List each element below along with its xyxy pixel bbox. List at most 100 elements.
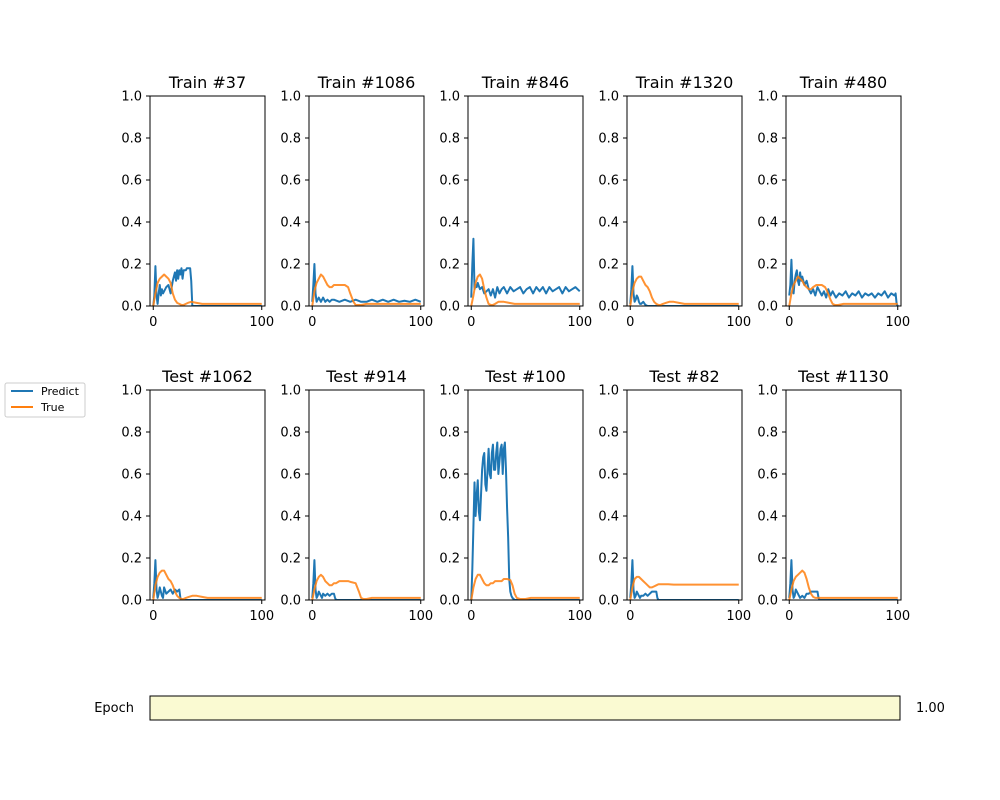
y-tick-label: 0.0 xyxy=(757,300,778,315)
axes-frame xyxy=(149,95,266,307)
series-line-true xyxy=(788,569,898,600)
subplot-4: Train #1320 0.0 0.2 0.4 0.6 0.8 1.0 0 100 xyxy=(598,73,751,330)
y-tick-label: 0.8 xyxy=(121,426,142,441)
series-line-predict xyxy=(470,237,581,299)
y-tick-label: 0.8 xyxy=(757,132,778,147)
subplot-title: Train #480 xyxy=(799,73,887,92)
axes-frame xyxy=(149,389,266,601)
y-tick-label: 0.8 xyxy=(280,132,301,147)
y-tick-label: 0.6 xyxy=(439,468,460,483)
y-tick-label: 0.4 xyxy=(757,216,778,231)
y-tick-label: 0.8 xyxy=(121,132,142,147)
axes-frame xyxy=(626,95,743,307)
epoch-slider[interactable]: Epoch 1.00 xyxy=(94,695,945,721)
y-tick-label: 0.2 xyxy=(439,552,460,567)
slider-fill[interactable] xyxy=(150,696,900,720)
y-tick-label: 0.8 xyxy=(439,426,460,441)
x-tick-label: 100 xyxy=(726,609,751,624)
x-tick-label: 0 xyxy=(308,609,316,624)
series-line-true xyxy=(470,573,580,600)
y-tick-label: 0.6 xyxy=(598,468,619,483)
series-line-predict xyxy=(470,441,580,600)
axes-frame xyxy=(626,389,743,601)
subplot-1: Train #37 0.0 0.2 0.4 0.6 0.8 1.0 0 100 xyxy=(121,73,274,330)
y-tick-label: 0.4 xyxy=(439,216,460,231)
y-tick-label: 0.2 xyxy=(280,552,301,567)
subplot-title: Test #100 xyxy=(484,367,566,386)
x-tick-label: 0 xyxy=(626,315,634,330)
series-line-true xyxy=(152,569,262,600)
x-tick-label: 100 xyxy=(726,315,751,330)
series-line-true xyxy=(311,573,421,600)
subplot-7: Test #914 0.0 0.2 0.4 0.6 0.8 1.0 0 100 xyxy=(280,367,433,624)
x-tick-label: 100 xyxy=(408,315,433,330)
y-tick-label: 1.0 xyxy=(757,384,778,399)
series-line-predict xyxy=(311,559,421,600)
series-line-true xyxy=(152,273,262,306)
subplot-title: Test #82 xyxy=(648,367,719,386)
y-tick-label: 0.2 xyxy=(121,552,142,567)
y-tick-label: 0.0 xyxy=(280,300,301,315)
series-line-true xyxy=(629,575,739,600)
y-tick-label: 1.0 xyxy=(598,384,619,399)
axes-frame xyxy=(467,95,584,307)
y-tick-label: 1.0 xyxy=(280,90,301,105)
subplot-3: Train #846 0.0 0.2 0.4 0.6 0.8 1.0 0 100 xyxy=(439,73,592,330)
subplot-title: Test #914 xyxy=(325,367,407,386)
y-tick-label: 0.4 xyxy=(280,216,301,231)
y-tick-label: 0.0 xyxy=(439,594,460,609)
y-tick-label: 0.8 xyxy=(598,132,619,147)
y-tick-label: 0.6 xyxy=(757,174,778,189)
series-line-predict xyxy=(629,559,739,600)
x-tick-label: 0 xyxy=(149,315,157,330)
series-line-true xyxy=(629,275,739,306)
slider-label: Epoch xyxy=(94,701,134,716)
x-tick-label: 0 xyxy=(626,609,634,624)
y-tick-label: 1.0 xyxy=(280,384,301,399)
x-tick-label: 100 xyxy=(249,315,274,330)
y-tick-label: 0.6 xyxy=(439,174,460,189)
axes-frame xyxy=(308,389,425,601)
series-line-true xyxy=(788,275,898,306)
series-line-true xyxy=(311,273,421,306)
y-tick-label: 0.2 xyxy=(121,258,142,273)
subplot-title: Train #37 xyxy=(168,73,246,92)
legend-label-predict: Predict xyxy=(41,385,80,398)
x-tick-label: 100 xyxy=(567,609,592,624)
subplot-title: Test #1062 xyxy=(161,367,253,386)
subplot-title: Test #1130 xyxy=(797,367,889,386)
legend: Predict True xyxy=(4,382,86,418)
axes-frame xyxy=(308,95,425,307)
subplot-6: Test #1062 0.0 0.2 0.4 0.6 0.8 1.0 0 100 xyxy=(121,367,274,624)
y-tick-label: 0.4 xyxy=(121,510,142,525)
y-tick-label: 1.0 xyxy=(439,90,460,105)
x-tick-label: 100 xyxy=(885,609,910,624)
x-tick-label: 100 xyxy=(885,315,910,330)
y-tick-label: 0.2 xyxy=(439,258,460,273)
series-line-predict xyxy=(629,265,739,306)
series-line-predict xyxy=(788,559,898,600)
x-tick-label: 100 xyxy=(408,609,433,624)
y-tick-label: 0.4 xyxy=(598,510,619,525)
y-tick-label: 0.4 xyxy=(757,510,778,525)
y-tick-label: 0.6 xyxy=(598,174,619,189)
y-tick-label: 0.2 xyxy=(598,552,619,567)
y-tick-label: 0.4 xyxy=(439,510,460,525)
y-tick-label: 0.8 xyxy=(439,132,460,147)
x-tick-label: 100 xyxy=(567,315,592,330)
y-tick-label: 1.0 xyxy=(757,90,778,105)
y-tick-label: 0.6 xyxy=(280,468,301,483)
series-line-predict xyxy=(311,263,422,303)
y-tick-label: 0.0 xyxy=(598,300,619,315)
subplot-2: Train #1086 0.0 0.2 0.4 0.6 0.8 1.0 0 100 xyxy=(280,73,433,330)
slider-track[interactable] xyxy=(149,695,901,721)
y-tick-label: 1.0 xyxy=(121,384,142,399)
y-tick-label: 0.0 xyxy=(598,594,619,609)
legend-label-true: True xyxy=(40,401,65,414)
y-tick-label: 0.2 xyxy=(757,552,778,567)
x-tick-label: 0 xyxy=(308,315,316,330)
y-tick-label: 0.2 xyxy=(280,258,301,273)
